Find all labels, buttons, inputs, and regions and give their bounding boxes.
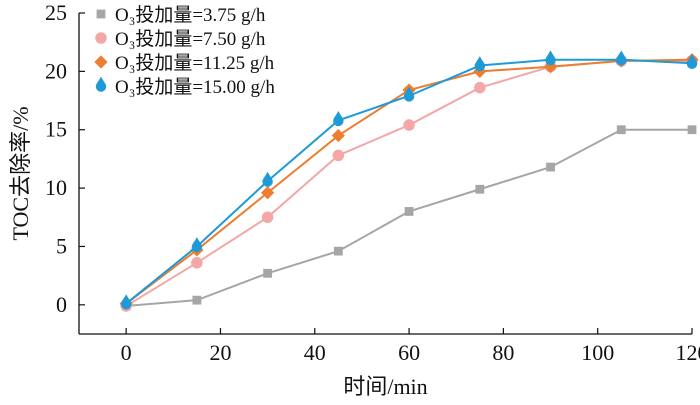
data-point [404, 207, 414, 216]
data-point [331, 128, 345, 143]
data-point [263, 268, 273, 278]
axes [78, 13, 692, 335]
y-tick-label: 5 [56, 233, 67, 258]
legend-label: O₃投加量=3.75 g/h [115, 4, 266, 26]
x-tick-label: 40 [304, 340, 326, 365]
y-ticks: 0 5 10 15 20 25 [45, 0, 85, 317]
data-point [616, 125, 626, 135]
legend-item-1: O₃投加量=3.75 g/h [96, 4, 266, 26]
y-tick-label: 0 [56, 292, 67, 317]
data-point [546, 162, 555, 172]
legend-marker [96, 9, 106, 19]
data-point [333, 111, 344, 127]
x-tick-label: 80 [492, 340, 514, 365]
legend-label: O₃投加量=11.25 g/h [115, 52, 275, 74]
series-1 [121, 125, 697, 311]
legend-marker [95, 32, 107, 44]
data-point [474, 81, 486, 94]
x-ticks: 0 20 40 60 80 100 120 [121, 328, 700, 365]
x-axis-title: 时间/min [343, 374, 427, 399]
legend-item-4: O₃投加量=15.00 g/h [95, 76, 275, 98]
data-point [687, 125, 697, 135]
x-tick-label: 60 [398, 340, 420, 365]
data-point [616, 50, 627, 66]
data-point [332, 149, 345, 162]
data-point [333, 246, 343, 256]
data-point [475, 184, 485, 194]
x-tick-label: 100 [581, 340, 614, 365]
series-layer [119, 50, 699, 312]
x-tick-label: 20 [209, 340, 231, 365]
data-point [191, 237, 203, 253]
y-tick-label: 15 [45, 117, 67, 142]
legend-marker [94, 55, 108, 69]
data-point [262, 171, 273, 187]
data-point [191, 257, 203, 269]
data-point [686, 53, 698, 69]
series-line [126, 128, 692, 307]
data-point [192, 295, 202, 305]
y-tick-label: 10 [45, 175, 67, 200]
data-point [261, 211, 274, 224]
x-tick-label: 0 [121, 340, 132, 365]
data-point [403, 86, 415, 102]
legend-label: O₃投加量=7.50 g/h [115, 28, 266, 50]
y-tick-label: 20 [45, 58, 67, 83]
legend-item-3: O₃投加量=11.25 g/h [94, 52, 275, 74]
data-point [545, 50, 556, 66]
y-axis-title: TOC去除率/% [8, 106, 33, 240]
data-point [261, 186, 275, 200]
x-tick-label: 120 [676, 340, 700, 365]
data-point [474, 56, 486, 72]
data-point [403, 119, 415, 131]
legend-marker [95, 76, 107, 92]
y-tick-label: 25 [45, 0, 67, 25]
series-4 [120, 50, 698, 310]
legend-label: O₃投加量=15.00 g/h [115, 76, 275, 98]
data-point [120, 294, 132, 310]
legend-item-2: O₃投加量=7.50 g/h [95, 28, 266, 50]
